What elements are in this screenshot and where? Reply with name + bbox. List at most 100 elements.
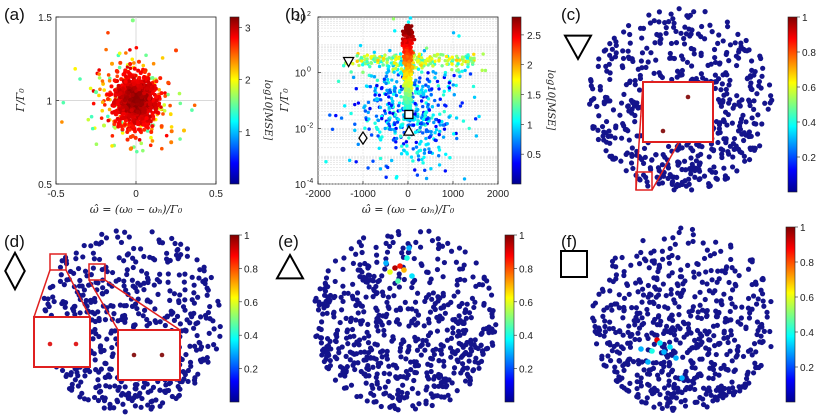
sphere-dot	[659, 256, 666, 262]
data-point	[437, 132, 441, 137]
data-point	[455, 54, 459, 58]
sphere-dot	[479, 282, 486, 288]
sphere-dot	[632, 322, 638, 328]
sphere-dot	[653, 360, 659, 366]
data-point	[436, 103, 440, 107]
sphere-dot	[688, 313, 694, 319]
sphere-dot	[440, 304, 447, 310]
sphere-dot	[447, 397, 453, 403]
sphere-dot	[691, 269, 697, 275]
sphere-dot	[603, 148, 609, 154]
data-point	[396, 56, 401, 61]
sphere-dot	[672, 349, 678, 356]
sphere-dot	[374, 381, 380, 387]
sphere-dot	[409, 306, 415, 312]
data-point	[398, 134, 403, 138]
sphere-dot	[165, 271, 171, 277]
sphere-dot	[626, 55, 632, 62]
data-point	[424, 176, 429, 181]
data-point	[385, 88, 389, 93]
sphere-dot	[468, 337, 474, 343]
sphere-dot	[122, 316, 128, 322]
sphere-dot	[401, 276, 407, 283]
sphere-dot	[678, 225, 684, 231]
data-point	[460, 101, 464, 105]
sphere-dot	[394, 391, 401, 398]
sphere-dot	[682, 24, 688, 30]
sphere-dot	[126, 234, 132, 240]
colorbar-tick-label: 1	[802, 13, 808, 24]
sphere-dot	[702, 296, 708, 303]
sphere-dot	[84, 273, 90, 279]
sphere-dot	[675, 162, 681, 168]
sphere-dot	[414, 347, 421, 353]
data-point	[419, 99, 424, 103]
data-point	[421, 161, 425, 165]
panel-label-d: (d)	[4, 232, 25, 251]
sphere-dot	[750, 370, 757, 376]
sphere-dot	[612, 54, 619, 60]
sphere-dot	[739, 150, 745, 156]
data-point	[147, 72, 151, 77]
sphere-dot	[674, 281, 680, 287]
sphere-dot	[627, 380, 633, 386]
data-point	[151, 116, 156, 121]
x-tick-label: 1000	[442, 189, 465, 200]
data-point	[127, 127, 132, 132]
sphere-dot	[57, 278, 64, 284]
sphere-dot	[188, 363, 194, 369]
sphere-dot	[636, 277, 642, 283]
sphere-dot	[488, 292, 495, 298]
data-point	[160, 56, 165, 60]
sphere-dot	[337, 372, 344, 378]
data-point	[122, 70, 127, 75]
data-point	[373, 121, 377, 125]
sphere-dot	[716, 32, 722, 38]
sphere-dot	[675, 255, 681, 261]
sphere-dot	[316, 325, 322, 332]
sphere-dot	[379, 348, 386, 354]
sphere-dot	[409, 318, 415, 324]
data-point	[166, 92, 170, 97]
sphere-dot	[736, 99, 742, 105]
sphere-dot	[381, 370, 387, 376]
sphere-dot	[467, 352, 473, 358]
sphere-dot	[616, 305, 622, 311]
data-point	[410, 65, 415, 69]
sphere-dot	[191, 377, 198, 383]
sphere-dot	[695, 309, 701, 315]
data-point	[481, 52, 485, 56]
sphere-dot	[406, 323, 412, 329]
sphere-dot	[422, 298, 428, 304]
sphere-dot	[729, 265, 735, 271]
data-point	[389, 96, 394, 101]
sphere-dot	[59, 258, 65, 264]
colorbar-tick-label: 0.4	[519, 331, 533, 342]
data-point	[411, 123, 416, 127]
sphere-dot	[728, 242, 734, 248]
data-point	[434, 71, 438, 75]
sphere-dot	[710, 290, 716, 296]
data-point	[145, 86, 150, 91]
sphere-dot	[634, 253, 640, 259]
sphere-dot	[661, 330, 667, 337]
data-point	[360, 59, 364, 63]
data-point	[468, 72, 473, 76]
sphere-dot	[324, 310, 330, 316]
data-point	[451, 132, 456, 136]
data-point	[403, 83, 408, 88]
sphere-dot	[72, 303, 78, 309]
data-point	[380, 86, 384, 90]
sphere-dot	[217, 323, 223, 330]
sphere-dot	[405, 249, 411, 256]
sphere-dot	[415, 390, 421, 396]
sphere-dot	[58, 272, 64, 278]
data-point	[109, 92, 114, 97]
sphere-dot	[435, 256, 441, 262]
sphere-dot	[489, 314, 495, 320]
sphere-dot	[473, 355, 479, 361]
sphere-dot	[130, 264, 136, 271]
data-point	[458, 74, 462, 79]
sphere-dot	[372, 341, 378, 347]
sphere-dot	[59, 367, 66, 374]
